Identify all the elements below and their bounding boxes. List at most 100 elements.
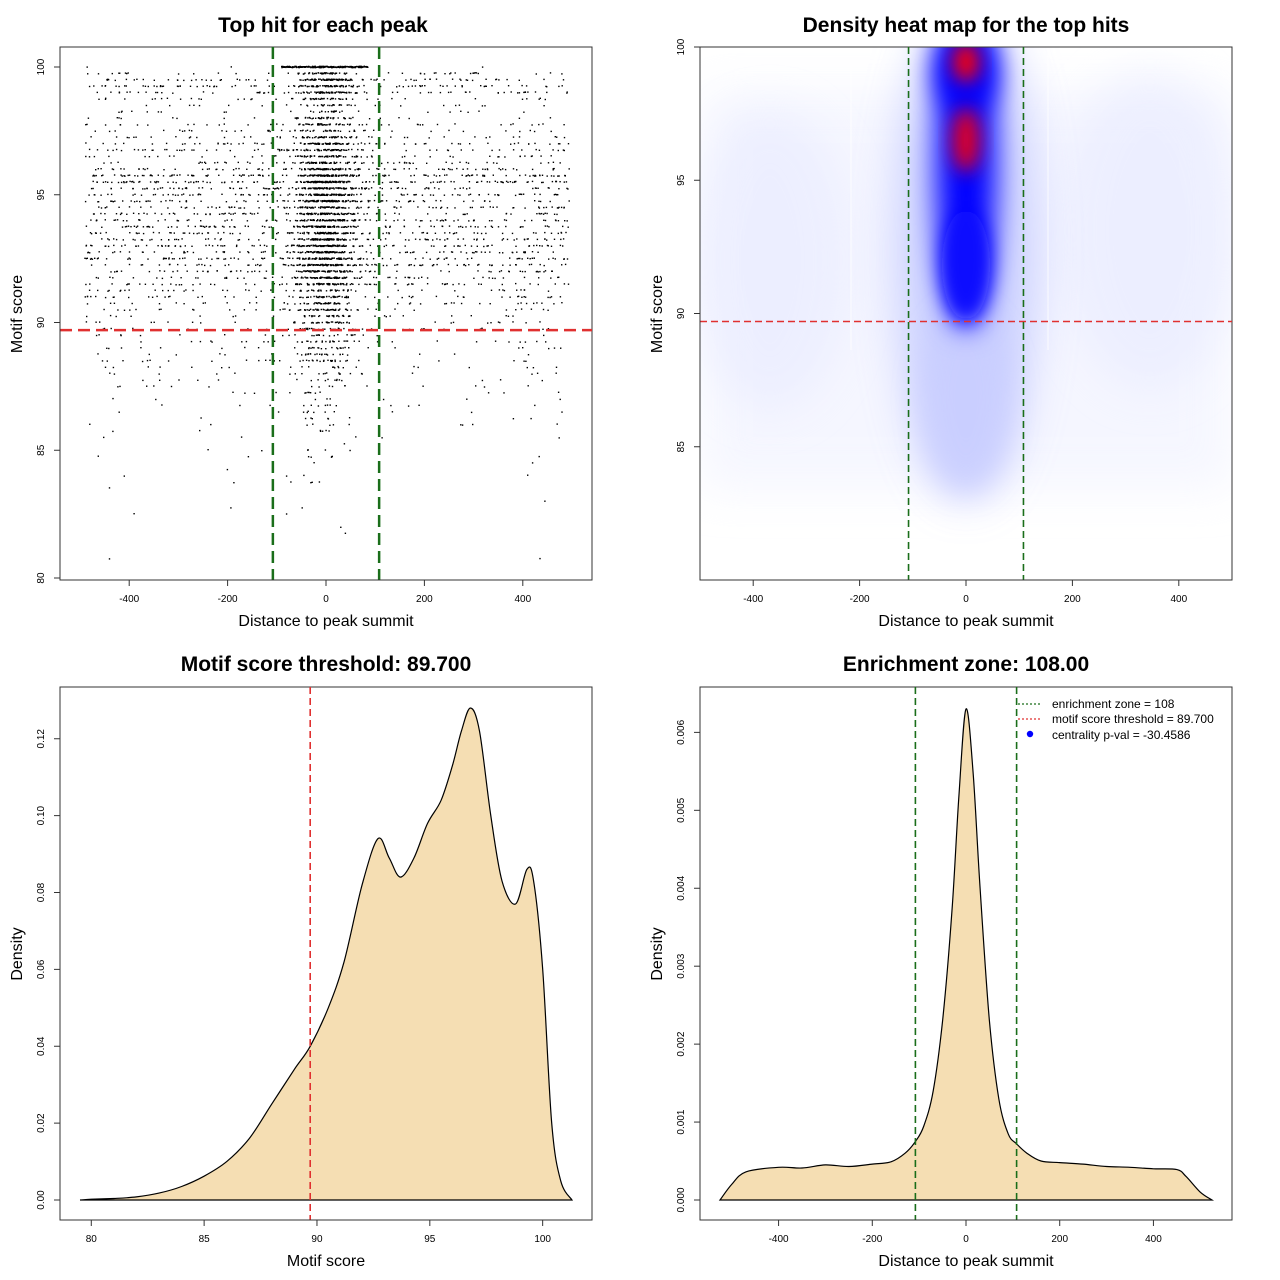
scatter-point (184, 143, 186, 145)
scatter-point (183, 303, 185, 305)
scatter-point (296, 194, 298, 196)
scatter-point (538, 206, 540, 208)
scatter-point (460, 79, 462, 81)
scatter-point (325, 250, 327, 253)
scatter-point (312, 187, 314, 189)
scatter-point (336, 85, 339, 87)
scatter-point (415, 79, 417, 81)
scatter-point (133, 136, 135, 138)
scatter-point (311, 315, 313, 318)
scatter-point (329, 341, 331, 343)
scatter-point (317, 264, 319, 266)
scatter-point (332, 238, 334, 240)
scatter-point (175, 238, 178, 241)
scatter-point (302, 79, 304, 81)
scatter-point (467, 174, 469, 176)
scatter-point (286, 251, 289, 253)
scatter-point (563, 283, 566, 285)
scatter-point (243, 136, 246, 138)
scatter-point (435, 295, 438, 298)
scatter-point (492, 174, 494, 176)
scatter-point (100, 168, 102, 170)
scatter-point (353, 156, 356, 158)
scatter-point (127, 174, 129, 177)
scatter-point (408, 168, 410, 170)
scatter-point (339, 264, 341, 266)
scatter-point (340, 149, 342, 152)
scatter-point (562, 149, 565, 151)
scatter-point (153, 321, 155, 323)
scatter-point (278, 148, 281, 151)
scatter-point (314, 174, 316, 176)
scatter-point (172, 270, 174, 273)
scatter-point (247, 264, 249, 266)
scatter-point (368, 188, 370, 190)
scatter-point (210, 188, 212, 190)
scatter-point (186, 251, 189, 253)
scatter-point (557, 276, 559, 279)
scatter-point (395, 283, 397, 285)
scatter-point (265, 277, 267, 279)
scatter-point (540, 162, 542, 164)
scatter-point (263, 257, 266, 259)
scatter-point (354, 187, 356, 190)
scatter-point (167, 207, 169, 209)
scatter-point (148, 353, 150, 356)
scatter-point (306, 290, 308, 292)
scatter-point (346, 226, 348, 228)
scatter-point (410, 296, 413, 299)
scatter-point (354, 334, 356, 336)
scatter-point (234, 321, 236, 323)
scatter-point (356, 86, 358, 88)
scatter-point (377, 245, 379, 247)
scatter-point (240, 187, 243, 190)
scatter-point (95, 174, 97, 177)
scatter-point (167, 321, 169, 323)
scatter-point (112, 168, 115, 171)
scatter-point (463, 213, 466, 216)
scatter-point (313, 283, 315, 285)
scatter-point (181, 143, 184, 145)
scatter-point (117, 181, 120, 184)
scatter-point (410, 181, 412, 183)
scatter-point (568, 200, 570, 202)
scatter-point (543, 105, 545, 107)
scatter-point (531, 462, 534, 464)
scatter-point (436, 149, 438, 151)
scatter-point (285, 104, 288, 106)
scatter-point (120, 149, 123, 152)
scatter-point (379, 117, 381, 119)
scatter-point (99, 232, 102, 234)
scatter-point (350, 78, 352, 81)
scatter-point (199, 429, 201, 432)
scatter-point (266, 194, 268, 196)
scatter-point (231, 206, 233, 208)
scatter-point (123, 168, 125, 170)
scatter-point (311, 212, 313, 214)
scatter-point (432, 194, 435, 196)
scatter-point (317, 85, 319, 88)
scatter-point (172, 193, 174, 196)
scatter-point (342, 314, 344, 317)
scatter-point (122, 200, 124, 202)
scatter-point (307, 340, 309, 342)
scatter-point (502, 181, 504, 184)
scatter-point (266, 245, 268, 247)
scatter-point (461, 226, 464, 228)
scatter-point (354, 169, 356, 171)
scatter-point (310, 110, 312, 112)
scatter-point (501, 239, 503, 241)
scatter-point (258, 239, 260, 241)
scatter-point (321, 212, 324, 214)
scatter-point (505, 212, 508, 215)
scatter-point (95, 295, 97, 298)
scatter-point (159, 366, 161, 368)
scatter-point (336, 213, 339, 215)
scatter-point (487, 322, 489, 324)
scatter-point (516, 169, 518, 171)
scatter-point (502, 252, 504, 254)
scatter-point (323, 97, 325, 100)
scatter-point (315, 340, 318, 343)
scatter-point (434, 232, 437, 234)
scatter-point (494, 340, 497, 342)
